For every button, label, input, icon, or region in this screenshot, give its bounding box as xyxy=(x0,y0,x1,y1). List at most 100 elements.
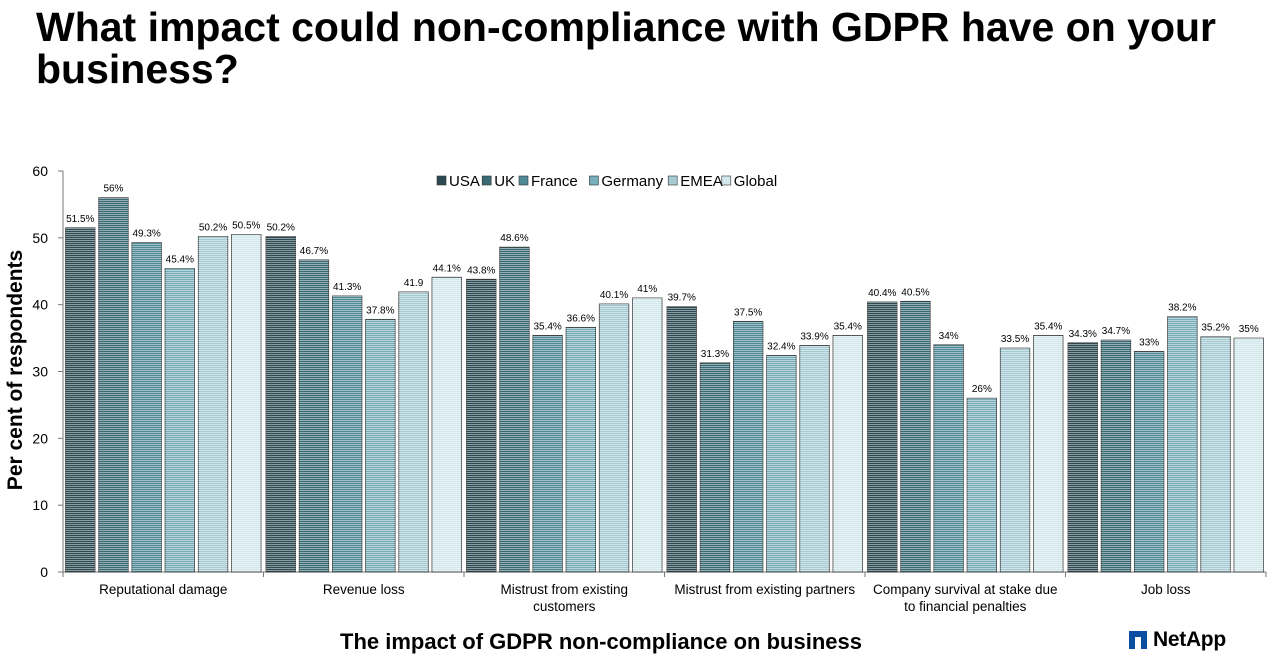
data-label: 33.5% xyxy=(1001,334,1029,345)
data-label: 34.3% xyxy=(1069,329,1097,340)
bar-emea xyxy=(197,236,229,573)
data-label: 31.3% xyxy=(701,349,729,360)
y-tick-label: 10 xyxy=(32,497,48,513)
legend-swatch-global xyxy=(721,175,732,186)
bar-france xyxy=(131,242,162,573)
bar-uk xyxy=(298,259,330,573)
bar-uk xyxy=(1100,339,1132,573)
data-label: 37.5% xyxy=(734,307,762,318)
data-label: 50.5% xyxy=(232,220,260,231)
data-label: 45.4% xyxy=(166,255,194,266)
y-tick-label: 50 xyxy=(32,230,48,246)
bar-global xyxy=(832,335,863,573)
data-label: 46.7% xyxy=(300,246,328,257)
y-tick-label: 0 xyxy=(40,564,48,580)
data-label: 50.2% xyxy=(267,222,295,233)
data-label: 26% xyxy=(972,384,992,395)
data-label: 35.4% xyxy=(1034,321,1062,332)
bar-germany xyxy=(164,268,196,573)
data-label: 35.2% xyxy=(1201,323,1229,334)
data-label: 35.4% xyxy=(533,321,561,332)
legend-swatch-usa xyxy=(436,175,447,186)
data-label: 35.4% xyxy=(834,321,862,332)
bar-emea xyxy=(398,291,429,573)
y-tick-label: 30 xyxy=(32,364,48,380)
data-label: 37.8% xyxy=(366,305,394,316)
legend-swatch-germany xyxy=(589,175,599,186)
legend-entry: Global xyxy=(734,173,777,190)
data-label: 40.4% xyxy=(868,288,896,299)
x-tick-labels: Reputational damage Revenue loss Mistrust … xyxy=(99,582,1191,614)
data-label: 32.4% xyxy=(767,341,795,352)
bar-uk xyxy=(900,300,931,573)
x-tick-label: Company survival at stake due to financia… xyxy=(873,582,1058,614)
legend-entry: UK xyxy=(494,173,515,190)
data-label: 44.1% xyxy=(433,263,461,274)
data-label: 39.7% xyxy=(668,293,696,304)
data-label: 34.7% xyxy=(1102,326,1130,337)
y-axis-label: Per cent of respondents xyxy=(4,250,27,490)
x-tick-label: Reputational damage xyxy=(99,582,227,597)
data-label: 48.6% xyxy=(500,233,528,244)
data-label: 41.9 xyxy=(404,278,424,289)
bar-emea xyxy=(598,303,630,573)
bar-usa xyxy=(265,236,296,573)
bar-uk xyxy=(98,197,129,573)
bar-global xyxy=(1233,337,1264,573)
data-label: 33% xyxy=(1139,337,1159,348)
chart-legend: USA UK France Germany EMEA Global xyxy=(436,173,777,190)
netapp-logo: NetApp xyxy=(1129,628,1226,652)
x-tick-label: Job loss xyxy=(1141,582,1191,597)
bar-usa xyxy=(1067,342,1098,573)
bar-global xyxy=(431,276,462,573)
legend-swatch-france xyxy=(518,175,529,186)
data-label: 40.5% xyxy=(901,287,929,298)
data-label: 38.2% xyxy=(1168,303,1196,314)
y-tick-label: 20 xyxy=(32,430,48,446)
y-tick-label: 60 xyxy=(32,163,48,179)
chart-axes: 0 10 20 30 40 50 60 xyxy=(32,163,1267,580)
bar-germany xyxy=(365,318,396,573)
data-label: 35% xyxy=(1239,324,1259,335)
legend-swatch-uk xyxy=(481,175,492,186)
data-label: 51.5% xyxy=(66,214,94,225)
data-label: 43.8% xyxy=(467,265,495,276)
bar-france xyxy=(331,295,363,573)
bar-germany xyxy=(1167,316,1198,573)
bar-germany xyxy=(766,355,797,573)
x-tick-label: Revenue loss xyxy=(323,582,405,597)
data-label: 36.6% xyxy=(567,313,595,324)
data-label: 34% xyxy=(939,331,959,342)
logo-text: NetApp xyxy=(1153,628,1226,651)
bar-france xyxy=(733,320,764,573)
data-label: 50.2% xyxy=(199,222,227,233)
bar-germany xyxy=(966,397,997,573)
bar-emea xyxy=(799,345,830,573)
bar-france xyxy=(933,344,964,573)
bar-emea xyxy=(1200,336,1231,573)
bar-france xyxy=(532,335,563,573)
bar-france xyxy=(1134,351,1165,573)
x-tick-label: Mistrust from existing partners xyxy=(674,582,855,597)
bar-uk xyxy=(699,362,731,573)
bar-global xyxy=(1033,335,1064,573)
bar-usa xyxy=(466,278,497,573)
x-tick-label: Mistrust from existing customers xyxy=(500,582,628,614)
legend-entry: EMEA xyxy=(680,173,723,190)
page-title: What impact could non-compliance with GD… xyxy=(36,4,1216,92)
bar-germany xyxy=(565,326,596,573)
x-axis-label: The impact of GDPR non-compliance on bus… xyxy=(340,629,862,654)
legend-swatch-emea xyxy=(667,175,678,186)
bar-usa xyxy=(666,306,697,573)
data-label: 41% xyxy=(637,284,657,295)
bar-global xyxy=(231,234,262,573)
data-labels: 51.5% 56% 49.3% 45.4% 50.2% 50.5% 50.2% 46.7% 41… xyxy=(66,184,1259,396)
data-label: 40.1% xyxy=(600,290,628,301)
legend-entry: USA xyxy=(449,173,480,190)
legend-entry: France xyxy=(531,173,578,190)
data-label: 56% xyxy=(103,184,123,195)
y-tick-label: 40 xyxy=(32,297,48,313)
bar-global xyxy=(632,297,663,573)
bar-usa xyxy=(867,301,898,573)
